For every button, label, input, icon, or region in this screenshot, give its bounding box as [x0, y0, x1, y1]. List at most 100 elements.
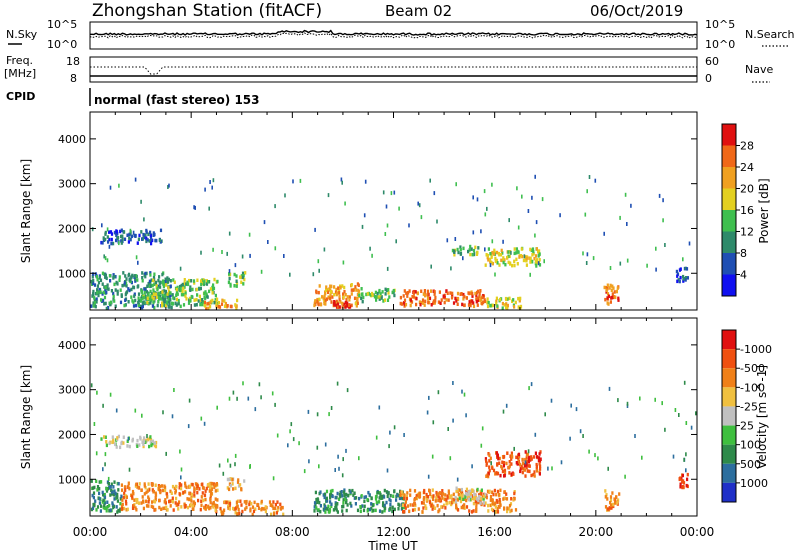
velocity-colorbar-label-3: 25 [740, 420, 754, 433]
power-region-9 [486, 296, 523, 310]
noise-sky-trace [90, 29, 698, 36]
power-axis: 1000 2000 3000 4000 [58, 112, 698, 310]
power-colorbar-swatch-6 [722, 253, 736, 275]
power-region-12 [603, 283, 620, 306]
time-tick-label-3: 12:00 [376, 525, 411, 539]
time-tick-label-2: 08:00 [275, 525, 310, 539]
velocity-colorbar-label-7: -1000 [740, 343, 772, 356]
velocity-colorbar-label-1: 500 [740, 458, 761, 471]
power-colorbar-swatch-2 [722, 167, 736, 189]
nave-tick-top: 60 [705, 55, 719, 68]
noise-search-trace [89, 32, 698, 39]
freq-label-line2: [MHz] [4, 67, 36, 80]
velocity-colorbar-swatch-2 [722, 368, 736, 388]
power-colorbar-label: Power [dB] [757, 178, 771, 243]
velocity-colorbar-label-5: -100 [740, 381, 765, 394]
velocity-colorbar-label: Velocity [m s^-1] [755, 365, 769, 469]
power-region-4 [227, 271, 247, 288]
time-axis-label: Time UT [367, 539, 418, 553]
power-colorbar-swatch-1 [722, 145, 736, 167]
power-sparse-points [91, 174, 691, 277]
time-tick-label-0: 00:00 [73, 525, 108, 539]
power-region-7 [358, 287, 396, 304]
time-tick-label-6: 00:00 [680, 525, 715, 539]
velocity-sparse-points [90, 380, 697, 482]
date-label: 06/Oct/2019 [590, 2, 683, 20]
power-colorbar-swatch-4 [722, 210, 736, 232]
velocity-region-7 [454, 486, 487, 505]
cpid-mode: normal (fast stereo) 153 [94, 93, 260, 107]
velocity-colorbar-label-4: -25 [740, 400, 758, 413]
nave-label: Nave [745, 63, 773, 76]
nave-tick-bottom: 0 [705, 72, 712, 85]
power-colorbar-label-3: 16 [740, 204, 754, 217]
velocity-colorbar: 1000 500 100 25 -25 -100 -500 -1000 [721, 329, 772, 503]
time-axis: 00:00 04:00 08:00 12:00 16:00 20:00 00:00 [73, 525, 715, 539]
velocity-colorbar-swatch-6 [722, 444, 736, 464]
power-colorbar-swatch-5 [722, 231, 736, 253]
velocity-ylabel: Slant Range [km] [19, 365, 33, 469]
velocity-region-0 [90, 479, 123, 514]
noise-left-label: N.Sky [6, 28, 38, 41]
power-colorbar-swatch-3 [722, 188, 736, 210]
power-colorbar-label-4: 20 [740, 183, 754, 196]
freq-tick-bottom: 8 [70, 72, 77, 85]
velocity-colorbar-label-0: 1000 [740, 477, 768, 490]
power-colorbar-label-5: 24 [740, 161, 754, 174]
power-region-11 [484, 246, 542, 268]
time-tick-label-5: 20:00 [579, 525, 614, 539]
velocity-axis: 1000 2000 3000 4000 [58, 318, 698, 516]
beam-label: Beam 02 [385, 2, 452, 20]
noise-tick-top-right: 10^5 [705, 18, 735, 31]
noise-right-label: N.Search [745, 28, 795, 41]
velocity-ytick-label-0: 1000 [58, 473, 86, 486]
velocity-colorbar-label-2: 100 [740, 439, 761, 452]
power-region-8 [399, 289, 487, 309]
power-region-10 [451, 244, 480, 257]
noise-tick-top-left: 10^5 [47, 18, 77, 31]
power-region-3 [203, 298, 239, 311]
velocity-ytick-label-2: 3000 [58, 384, 86, 397]
velocity-region-2 [211, 499, 285, 517]
power-colorbar-label-1: 8 [740, 247, 747, 260]
velocity-region-8 [484, 450, 542, 479]
velocity-ytick-label-1: 2000 [58, 428, 86, 441]
power-region-5 [313, 282, 361, 308]
power-region-13 [675, 266, 689, 284]
velocity-ytick-label-3: 4000 [58, 339, 86, 352]
power-ytick-label-2: 3000 [58, 178, 86, 191]
velocity-region-10 [678, 472, 689, 490]
noise-panel-frame [89, 21, 698, 50]
power-region-1 [100, 228, 163, 246]
velocity-region-4 [226, 477, 246, 492]
time-tick-label-1: 04:00 [174, 525, 209, 539]
power-colorbar-label-6: 28 [740, 140, 754, 153]
nave-trace [90, 66, 697, 75]
velocity-region-5 [313, 488, 406, 514]
cpid-label: CPID [6, 90, 35, 103]
velocity-colorbar-swatch-5 [722, 425, 736, 445]
velocity-region-3 [100, 434, 158, 450]
power-ytick-label-3: 4000 [58, 133, 86, 146]
velocity-colorbar-swatch-0 [722, 330, 736, 350]
power-ytick-label-0: 1000 [58, 267, 86, 280]
velocity-colorbar-label-6: -500 [740, 362, 765, 375]
velocity-colorbar-swatch-1 [722, 349, 736, 369]
velocity-colorbar-frame [721, 329, 737, 503]
power-region-6 [332, 300, 352, 309]
station-title: Zhongshan Station (fitACF) [92, 1, 322, 21]
power-colorbar-label-2: 12 [740, 226, 754, 239]
velocity-region-6 [399, 488, 518, 514]
power-colorbar-swatch-7 [722, 274, 736, 296]
velocity-colorbar-swatch-3 [722, 387, 736, 407]
power-colorbar-label-0: 4 [740, 269, 747, 282]
velocity-colorbar-swatch-8 [722, 482, 736, 502]
noise-tick-bottom-right: 10^0 [705, 38, 735, 51]
velocity-region-1 [120, 481, 219, 512]
power-ytick-label-1: 2000 [58, 222, 86, 235]
power-ylabel: Slant Range [km] [19, 159, 33, 263]
noise-tick-bottom-left: 10^0 [47, 38, 77, 51]
time-tick-label-4: 16:00 [477, 525, 512, 539]
power-scatter [90, 174, 691, 311]
